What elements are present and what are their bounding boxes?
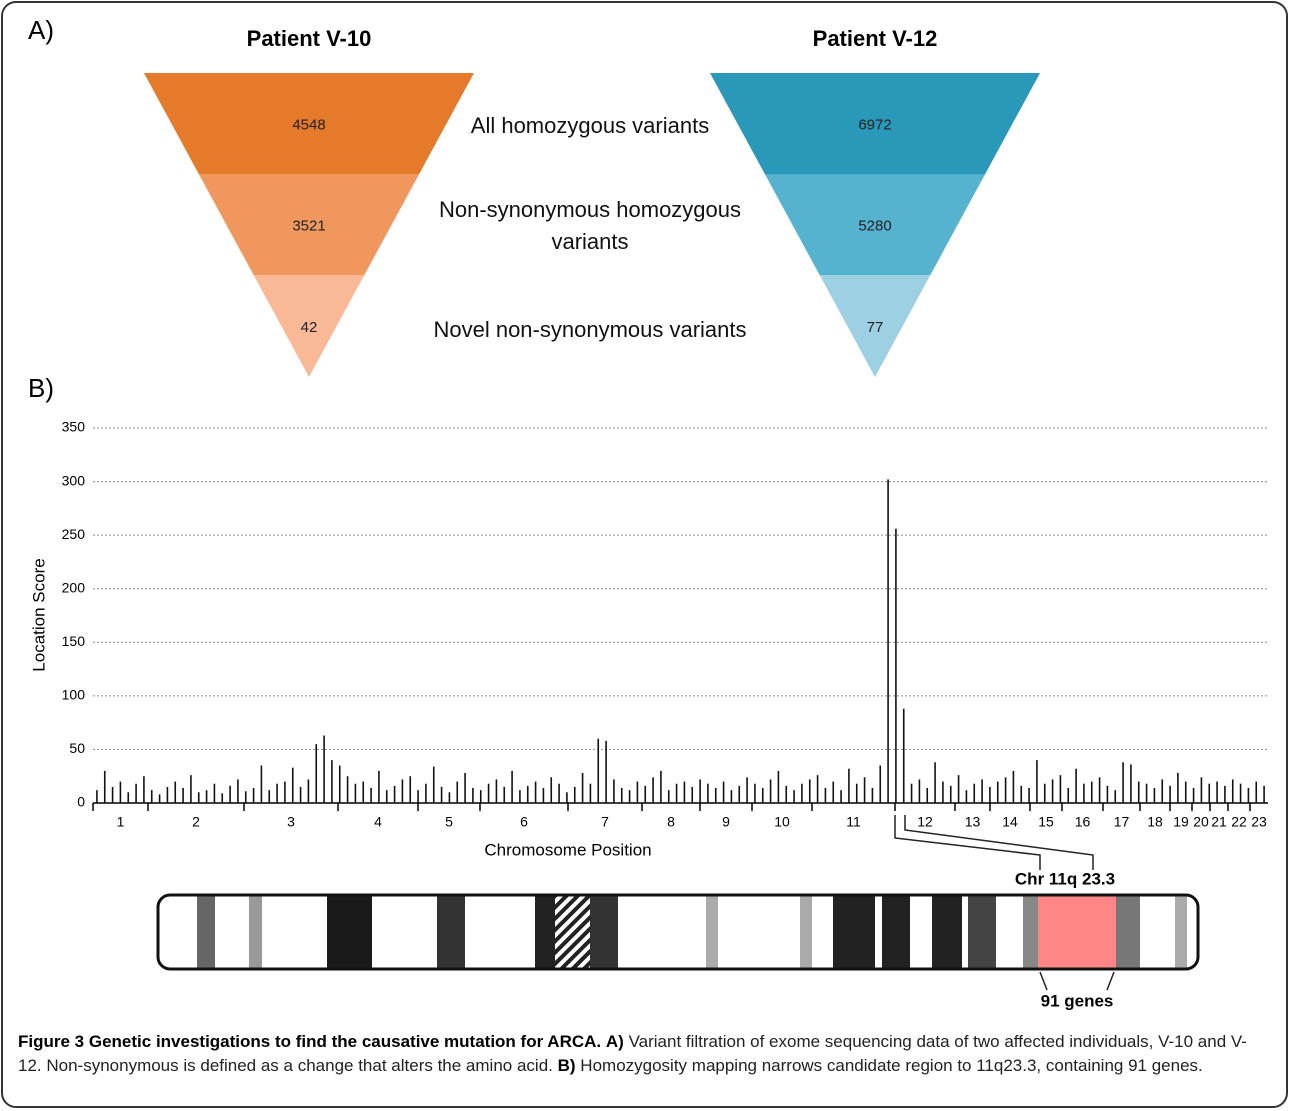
x-tick-label: 7 [601, 814, 609, 830]
caption-label: A) [605, 1032, 624, 1051]
x-tick-label: 8 [667, 814, 675, 830]
caption: Figure 3 Genetic investigations to find … [18, 1030, 1270, 1078]
y-tick-label: 250 [62, 526, 86, 542]
x-tick-label: 9 [722, 814, 730, 830]
caption-label: B) [557, 1056, 576, 1075]
region-label: Chr 11q 23.3 [1015, 869, 1115, 888]
funnel-value: 3521 [292, 217, 325, 234]
panel-label: B) [28, 373, 54, 403]
x-tick-label: 22 [1231, 814, 1247, 830]
funnel-value: 42 [301, 319, 318, 336]
zoom-line [904, 815, 1094, 870]
funnel-segment [764, 174, 986, 275]
chromosome-ideogram [158, 895, 1198, 969]
funnel-value: 4548 [292, 116, 325, 133]
funnel-segment [198, 174, 420, 275]
y-tick-label: 0 [77, 794, 85, 810]
y-tick-label: 300 [62, 472, 86, 488]
y-tick-label: 100 [62, 687, 86, 703]
caption-text: Homozygosity mapping narrows candidate r… [580, 1056, 1203, 1075]
x-tick-label: 1 [117, 814, 125, 830]
x-tick-label: 5 [445, 814, 453, 830]
x-tick-label: 23 [1251, 814, 1267, 830]
gene-line [1106, 971, 1115, 991]
x-axis-label: Chromosome Position [484, 840, 651, 859]
x-tick-label: 3 [287, 814, 295, 830]
y-tick-label: 350 [62, 419, 86, 435]
x-tick-label: 15 [1038, 814, 1054, 830]
funnel-value: 6972 [858, 116, 891, 133]
x-tick-label: 6 [520, 814, 528, 830]
patient-name: Patient V-10 [247, 26, 372, 51]
caption-text: Variant filtration of exome sequencing d… [18, 1032, 1247, 1075]
y-tick-label: 200 [62, 579, 86, 595]
x-tick-label: 16 [1075, 814, 1091, 830]
stage-label: Novel non-synonymous variants [433, 317, 747, 342]
funnel-value: 77 [867, 319, 884, 336]
zoom-line [894, 815, 1041, 870]
x-tick-label: 20 [1193, 814, 1209, 830]
caption-label: Figure 3 [18, 1032, 85, 1051]
stage-label: All homozygous variants [470, 113, 710, 138]
y-tick-label: 50 [69, 740, 85, 756]
x-tick-label: 18 [1147, 814, 1163, 830]
x-tick-label: 19 [1173, 814, 1189, 830]
funnel-value: 5280 [858, 217, 891, 234]
funnel-segment [710, 73, 1040, 174]
x-tick-label: 14 [1002, 814, 1018, 830]
funnel-segment [253, 275, 365, 377]
chromosome-outline [156, 893, 1200, 971]
x-tick-label: 21 [1211, 814, 1227, 830]
x-tick-label: 11 [846, 814, 861, 830]
funnel-segment [819, 275, 931, 377]
x-tick-label: 13 [965, 814, 981, 830]
x-tick-label: 10 [774, 814, 790, 830]
x-tick-label: 17 [1114, 814, 1130, 830]
caption-title: Genetic investigations to find the causa… [88, 1032, 602, 1051]
x-tick-label: 12 [917, 814, 933, 830]
x-tick-label: 4 [374, 814, 382, 830]
gene-line [1039, 971, 1048, 991]
stage-label: Non-synonymous homozygous variants [438, 197, 742, 254]
genes-label: 91 genes [1041, 991, 1114, 1010]
y-axis-label: Location Score [29, 558, 48, 671]
y-tick-label: 150 [62, 633, 86, 649]
x-tick-label: 2 [192, 814, 200, 830]
panel-label: A) [28, 15, 54, 45]
funnel-segment [144, 73, 474, 174]
patient-name: Patient V-12 [813, 26, 938, 51]
